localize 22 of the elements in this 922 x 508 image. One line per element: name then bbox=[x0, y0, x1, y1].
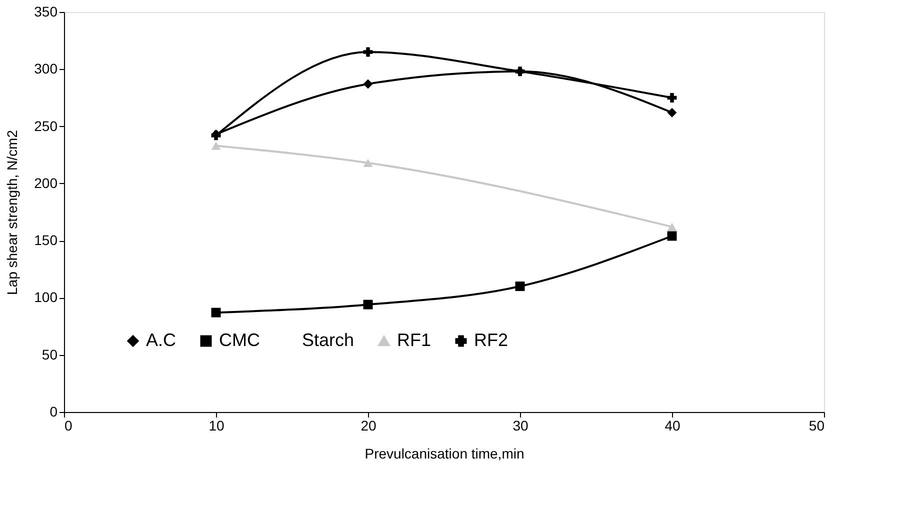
legend-label: RF1 bbox=[397, 330, 432, 350]
y-tick-label: 250 bbox=[34, 118, 58, 134]
x-tick-label: 0 bbox=[64, 418, 72, 434]
y-tick-label: 200 bbox=[34, 174, 58, 191]
point bbox=[515, 66, 525, 76]
y-tick-label: 350 bbox=[34, 4, 58, 20]
x-tick-label: 20 bbox=[360, 418, 376, 434]
x-tick-label: 50 bbox=[808, 418, 825, 434]
y-tick-label: 50 bbox=[42, 346, 58, 362]
legend-label: A.C bbox=[146, 330, 176, 350]
legend-label: CMC bbox=[219, 330, 260, 350]
text: Starch bbox=[302, 330, 354, 350]
x-axis-title: Prevulcanisation time,min bbox=[364, 446, 524, 462]
y-tick-label: 0 bbox=[50, 404, 58, 420]
x-tick-label: 10 bbox=[208, 418, 224, 434]
x-tick-label: 40 bbox=[664, 418, 680, 434]
y-tick-label: 150 bbox=[34, 232, 58, 248]
y-tick-label: 100 bbox=[34, 289, 58, 306]
x-tick-label: 30 bbox=[512, 418, 528, 434]
legend-label: RF2 bbox=[474, 330, 508, 350]
y-axis-title: Lap shear strength, N/cm2 bbox=[4, 130, 20, 295]
y-tick-label: 300 bbox=[34, 60, 58, 77]
